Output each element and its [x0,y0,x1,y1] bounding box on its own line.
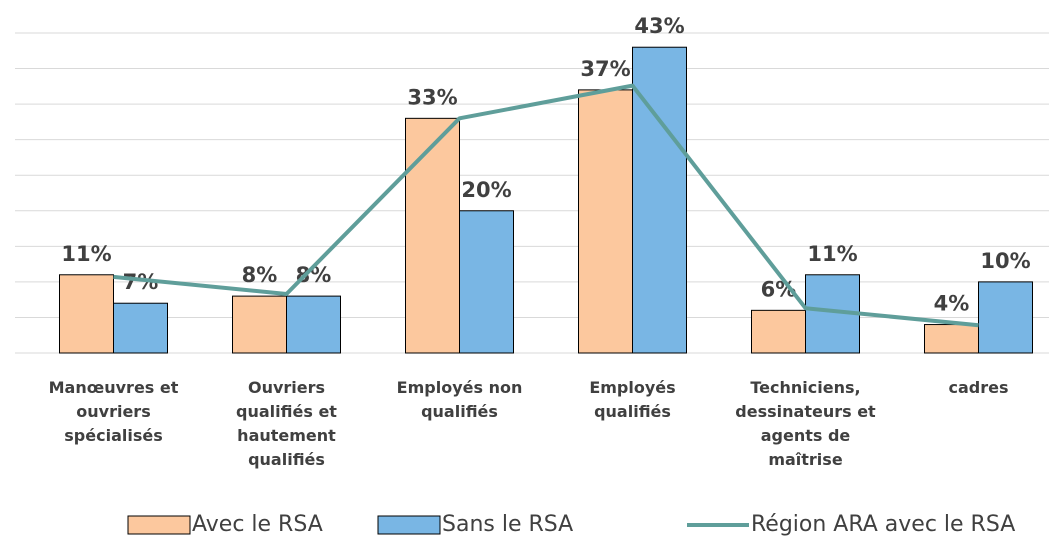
bar [405,117,460,354]
legend-swatch [377,515,441,535]
data-label: 33% [407,85,457,109]
data-label: 10% [980,249,1030,273]
legend-label: Avec le RSA [192,512,323,537]
data-label: 11% [61,242,111,266]
bar [751,309,806,354]
x-tick-label: Manœuvres et ouvriers spécialisés [48,378,179,445]
data-label: 37% [580,57,630,81]
data-label: 43% [634,14,684,38]
legend-label: Sans le RSA [442,512,573,537]
data-label: 20% [461,178,511,202]
bar [578,89,633,354]
bar [286,295,341,354]
bar [924,324,979,354]
x-tick-label: Ouvriers qualifiés et hautement qualifié… [236,378,337,469]
data-label: 8% [242,263,278,287]
bar [59,274,114,354]
bar [459,210,514,354]
bar [113,302,168,354]
x-tick-label: Employés non qualifiés [396,378,523,421]
bar [232,295,287,354]
data-label: 4% [934,292,970,316]
x-tick-label: Techniciens, dessinateurs et agents de m… [735,378,876,469]
data-label: 11% [807,242,857,266]
x-tick-label: Employés qualifiés [589,378,676,421]
legend-label: Région ARA avec le RSA [751,512,1015,537]
bar [978,281,1033,354]
x-tick-label: cadres [948,378,1009,397]
legend-swatch [127,515,191,535]
bar [632,46,687,354]
line-series [113,83,979,328]
